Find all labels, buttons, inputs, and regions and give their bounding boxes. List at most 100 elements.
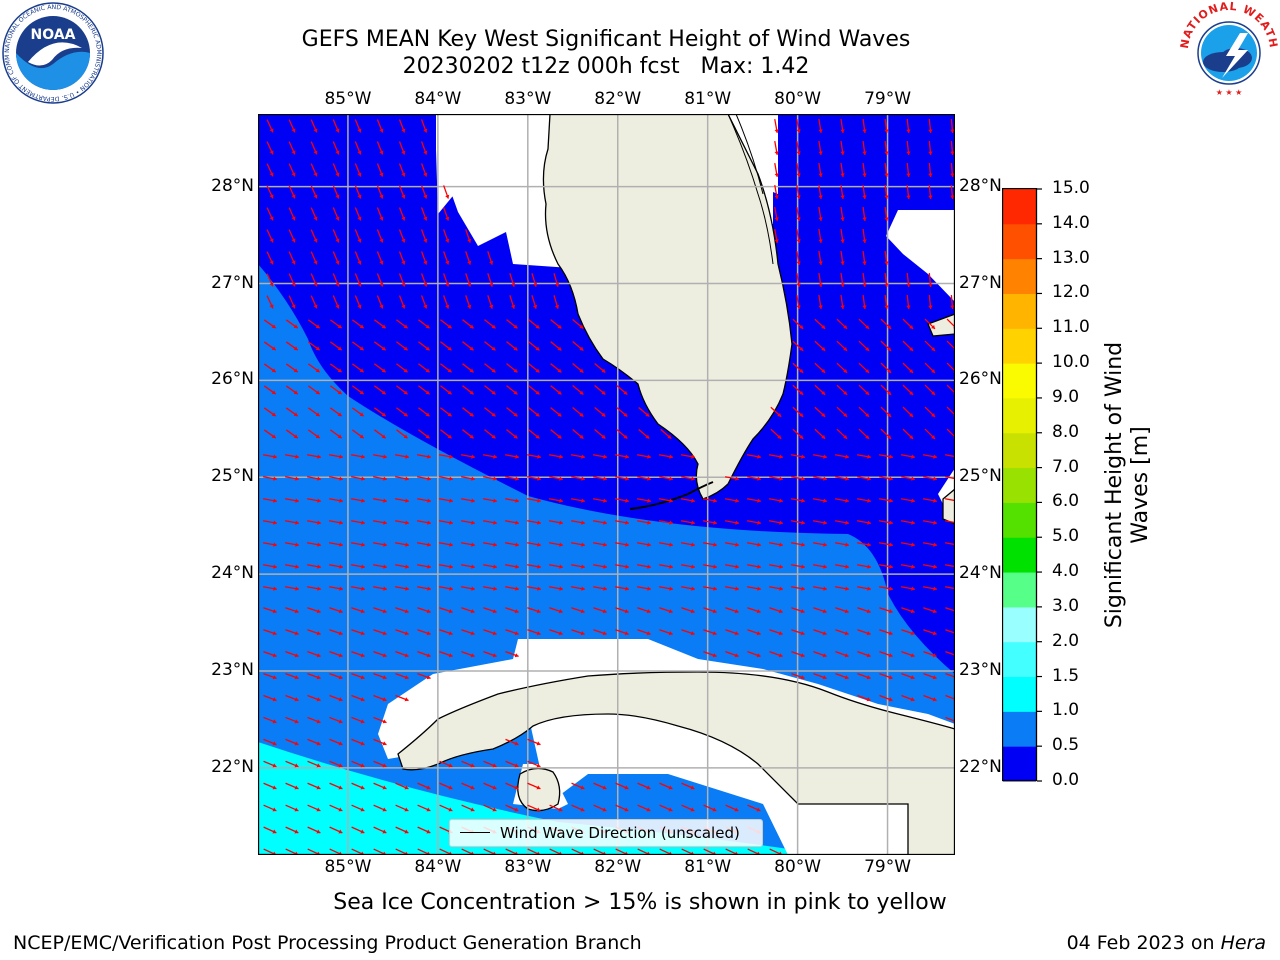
wave-direction-arrow (462, 363, 474, 373)
wave-direction-arrow (373, 716, 387, 724)
wave-direction-arrow (483, 629, 497, 636)
wave-direction-arrow (818, 294, 823, 310)
wave-direction-arrow (834, 454, 850, 459)
wave-direction-arrow (329, 407, 343, 417)
wave-direction-arrow (329, 716, 343, 724)
wave-direction-arrow (796, 206, 801, 222)
legend-label: Wind Wave Direction (unscaled) (500, 824, 740, 842)
wave-direction-arrow (878, 586, 894, 591)
wave-direction-arrow (329, 629, 343, 636)
land-florida-keys (629, 481, 714, 510)
lon-label-top: 81°W (684, 89, 732, 109)
wave-direction-arrow (351, 363, 365, 373)
wave-direction-arrow (288, 207, 296, 221)
wave-direction-arrow (373, 826, 387, 834)
wave-direction-arrow (528, 407, 540, 417)
wave-direction-arrow (906, 184, 911, 200)
lon-label-bottom: 82°W (594, 857, 642, 877)
wave-direction-arrow (571, 782, 585, 790)
wave-direction-arrow (906, 272, 911, 288)
wave-direction-arrow (460, 564, 476, 569)
wave-direction-arrow (351, 804, 365, 812)
wave-direction-arrow (879, 607, 893, 614)
footer-date-text: 04 Feb 2023 on (1066, 932, 1221, 954)
wave-direction-arrow (354, 229, 362, 243)
wave-direction-arrow (462, 319, 474, 329)
wave-direction-arrow (527, 738, 541, 746)
wave-direction-arrow (840, 184, 845, 200)
wave-direction-arrow (592, 586, 608, 591)
wave-direction-arrow (506, 319, 518, 329)
lon-label-top: 85°W (324, 89, 372, 109)
wave-direction-arrow (856, 542, 872, 547)
wave-direction-arrow (553, 273, 560, 287)
lon-label-bottom: 85°W (324, 857, 372, 877)
colorbar-segment (1003, 746, 1036, 782)
land-isla-juventud (517, 767, 561, 812)
wave-direction-arrow (263, 385, 277, 395)
wave-direction-arrow (862, 118, 867, 134)
wave-direction-arrow (812, 454, 828, 459)
wave-direction-arrow (680, 586, 696, 591)
wave-direction-arrow (796, 184, 801, 200)
wave-direction-arrow (332, 273, 340, 287)
colorbar-segment (1003, 397, 1036, 434)
wave-direction-arrow (504, 476, 520, 481)
wave-direction-arrow (747, 607, 761, 614)
wave-direction-arrow (307, 738, 321, 746)
wave-direction-arrow (792, 362, 804, 374)
wave-direction-arrow (285, 804, 299, 812)
wave-direction-arrow (814, 384, 826, 396)
wave-direction-arrow (880, 340, 892, 352)
wave-direction-arrow (703, 804, 717, 812)
wave-direction-arrow (329, 341, 343, 351)
wave-direction-arrow (351, 716, 365, 724)
wave-direction-arrow (834, 542, 850, 547)
wave-direction-arrow (680, 564, 696, 569)
wave-direction-arrow (658, 454, 674, 459)
wave-direction-arrow (922, 542, 938, 547)
colorbar-segment (1003, 223, 1036, 260)
wave-direction-arrow (307, 629, 321, 636)
lon-label-bottom: 81°W (684, 857, 732, 877)
wave-direction-arrow (418, 429, 430, 439)
wave-direction-arrow (570, 586, 586, 591)
wave-direction-arrow (416, 454, 432, 459)
wave-direction-arrow (484, 319, 496, 329)
lat-label-left: 27°N (211, 272, 254, 293)
wave-direction-arrow (465, 295, 472, 309)
wave-direction-arrow (928, 272, 933, 288)
wave-direction-arrow (593, 804, 607, 812)
wave-direction-arrow (858, 384, 870, 396)
wave-direction-arrow (460, 586, 476, 591)
wave-direction-arrow (884, 272, 889, 288)
wave-direction-arrow (526, 498, 542, 503)
wave-direction-arrow (614, 564, 630, 569)
wave-direction-arrow (768, 564, 784, 569)
wave-direction-arrow (440, 341, 452, 351)
wave-direction-arrow (878, 520, 894, 525)
wave-direction-arrow (702, 498, 718, 503)
wave-direction-arrow (332, 119, 340, 133)
wave-direction-arrow (376, 207, 384, 221)
wave-direction-arrow (462, 407, 474, 417)
wave-direction-arrow (350, 586, 366, 591)
wave-direction-arrow (856, 586, 872, 591)
wave-direction-arrow (790, 520, 806, 525)
lon-label-bottom: 84°W (414, 857, 462, 877)
colorbar-tick-label: 14.0 (1052, 212, 1090, 233)
wave-direction-arrow (592, 498, 608, 503)
wave-direction-arrow (482, 520, 498, 525)
wave-direction-arrow (812, 476, 828, 481)
wave-direction-arrow (461, 760, 475, 768)
wave-direction-arrow (840, 118, 845, 134)
wave-direction-arrow (438, 542, 454, 547)
wave-direction-arrow (768, 454, 784, 459)
wave-direction-arrow (372, 586, 388, 591)
wave-direction-arrow (307, 429, 321, 439)
wave-direction-arrow (307, 319, 321, 329)
wave-direction-arrow (263, 826, 277, 834)
wave-direction-arrow (922, 454, 938, 459)
lon-label-top: 80°W (774, 89, 822, 109)
wave-direction-arrow (373, 738, 387, 746)
